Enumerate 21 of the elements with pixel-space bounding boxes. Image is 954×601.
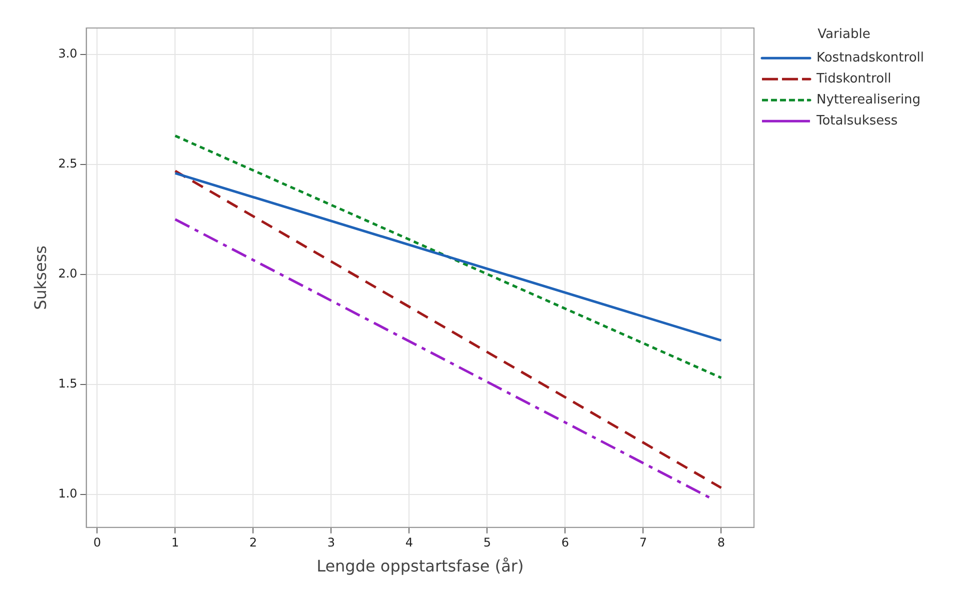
x-tick-label: 8: [717, 536, 726, 550]
legend-label: Kostnadskontroll: [816, 50, 924, 66]
legend-label: Tidskontroll: [815, 71, 892, 86]
x-tick-label: 2: [249, 536, 258, 550]
y-tick-label: 3.0: [58, 46, 78, 61]
legend-label: Nytterealisering: [816, 92, 921, 108]
y-tick-label: 2.5: [58, 156, 78, 171]
y-axis-title: Suksess: [30, 245, 50, 310]
y-tick-label: 2.0: [58, 266, 78, 281]
y-tick-label: 1.5: [58, 376, 78, 391]
x-tick-label: 1: [171, 536, 180, 550]
x-tick-label: 4: [405, 536, 414, 550]
x-tick-label: 3: [327, 536, 336, 550]
x-tick-label: 0: [93, 536, 102, 550]
x-tick-label: 6: [561, 536, 570, 550]
legend-title: Variable: [818, 26, 870, 42]
x-tick-label: 7: [639, 536, 648, 550]
legend-label: Totalsuksess: [815, 113, 898, 128]
x-axis-title: Lengde oppstartsfase (år): [316, 556, 524, 576]
y-tick-label: 1.0: [58, 486, 78, 501]
x-tick-label: 5: [483, 536, 492, 550]
